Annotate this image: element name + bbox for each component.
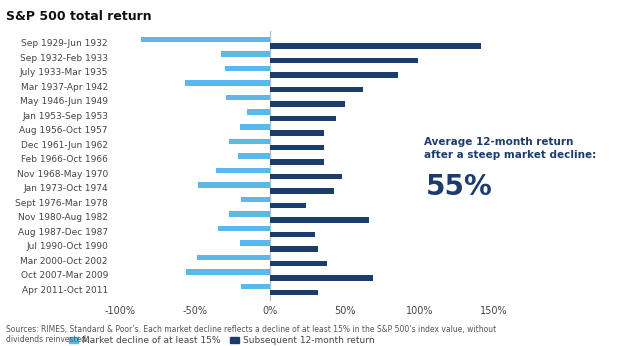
Bar	[270, 188, 334, 194]
Bar	[216, 167, 270, 173]
Bar	[221, 52, 270, 57]
Bar	[241, 284, 270, 289]
Bar	[270, 130, 324, 136]
Bar	[270, 232, 315, 237]
Bar	[270, 145, 324, 150]
Bar	[270, 290, 318, 295]
Bar	[240, 240, 270, 246]
Bar	[198, 182, 270, 188]
Bar	[241, 197, 270, 202]
Bar	[270, 101, 345, 107]
Text: S&P 500 total return: S&P 500 total return	[6, 10, 152, 24]
Legend: Market decline of at least 15%, Subsequent 12-month return: Market decline of at least 15%, Subseque…	[65, 333, 379, 346]
Bar	[270, 43, 481, 48]
Bar	[270, 217, 369, 223]
Bar	[226, 95, 270, 100]
Bar	[270, 159, 324, 165]
Bar	[141, 37, 270, 43]
Bar	[184, 81, 270, 86]
Bar	[270, 72, 398, 78]
Bar	[248, 109, 270, 115]
Bar	[270, 203, 306, 208]
Bar	[240, 124, 270, 129]
Bar	[186, 269, 270, 275]
Text: Average 12-month return
after a steep market decline:: Average 12-month return after a steep ma…	[424, 137, 596, 160]
Bar	[270, 275, 373, 281]
Bar	[218, 226, 270, 231]
Bar	[270, 246, 318, 252]
Bar	[229, 211, 270, 217]
Bar	[225, 66, 270, 72]
Bar	[270, 86, 362, 92]
Bar	[270, 116, 335, 121]
Bar	[270, 261, 327, 266]
Bar	[238, 153, 270, 158]
Bar	[270, 174, 342, 179]
Bar	[197, 255, 270, 260]
Bar	[270, 57, 418, 63]
Bar	[229, 138, 270, 144]
Text: 55%: 55%	[425, 173, 492, 201]
Text: Sources: RIMES, Standard & Poor’s. Each market decline reflects a decline of at : Sources: RIMES, Standard & Poor’s. Each …	[6, 325, 497, 344]
